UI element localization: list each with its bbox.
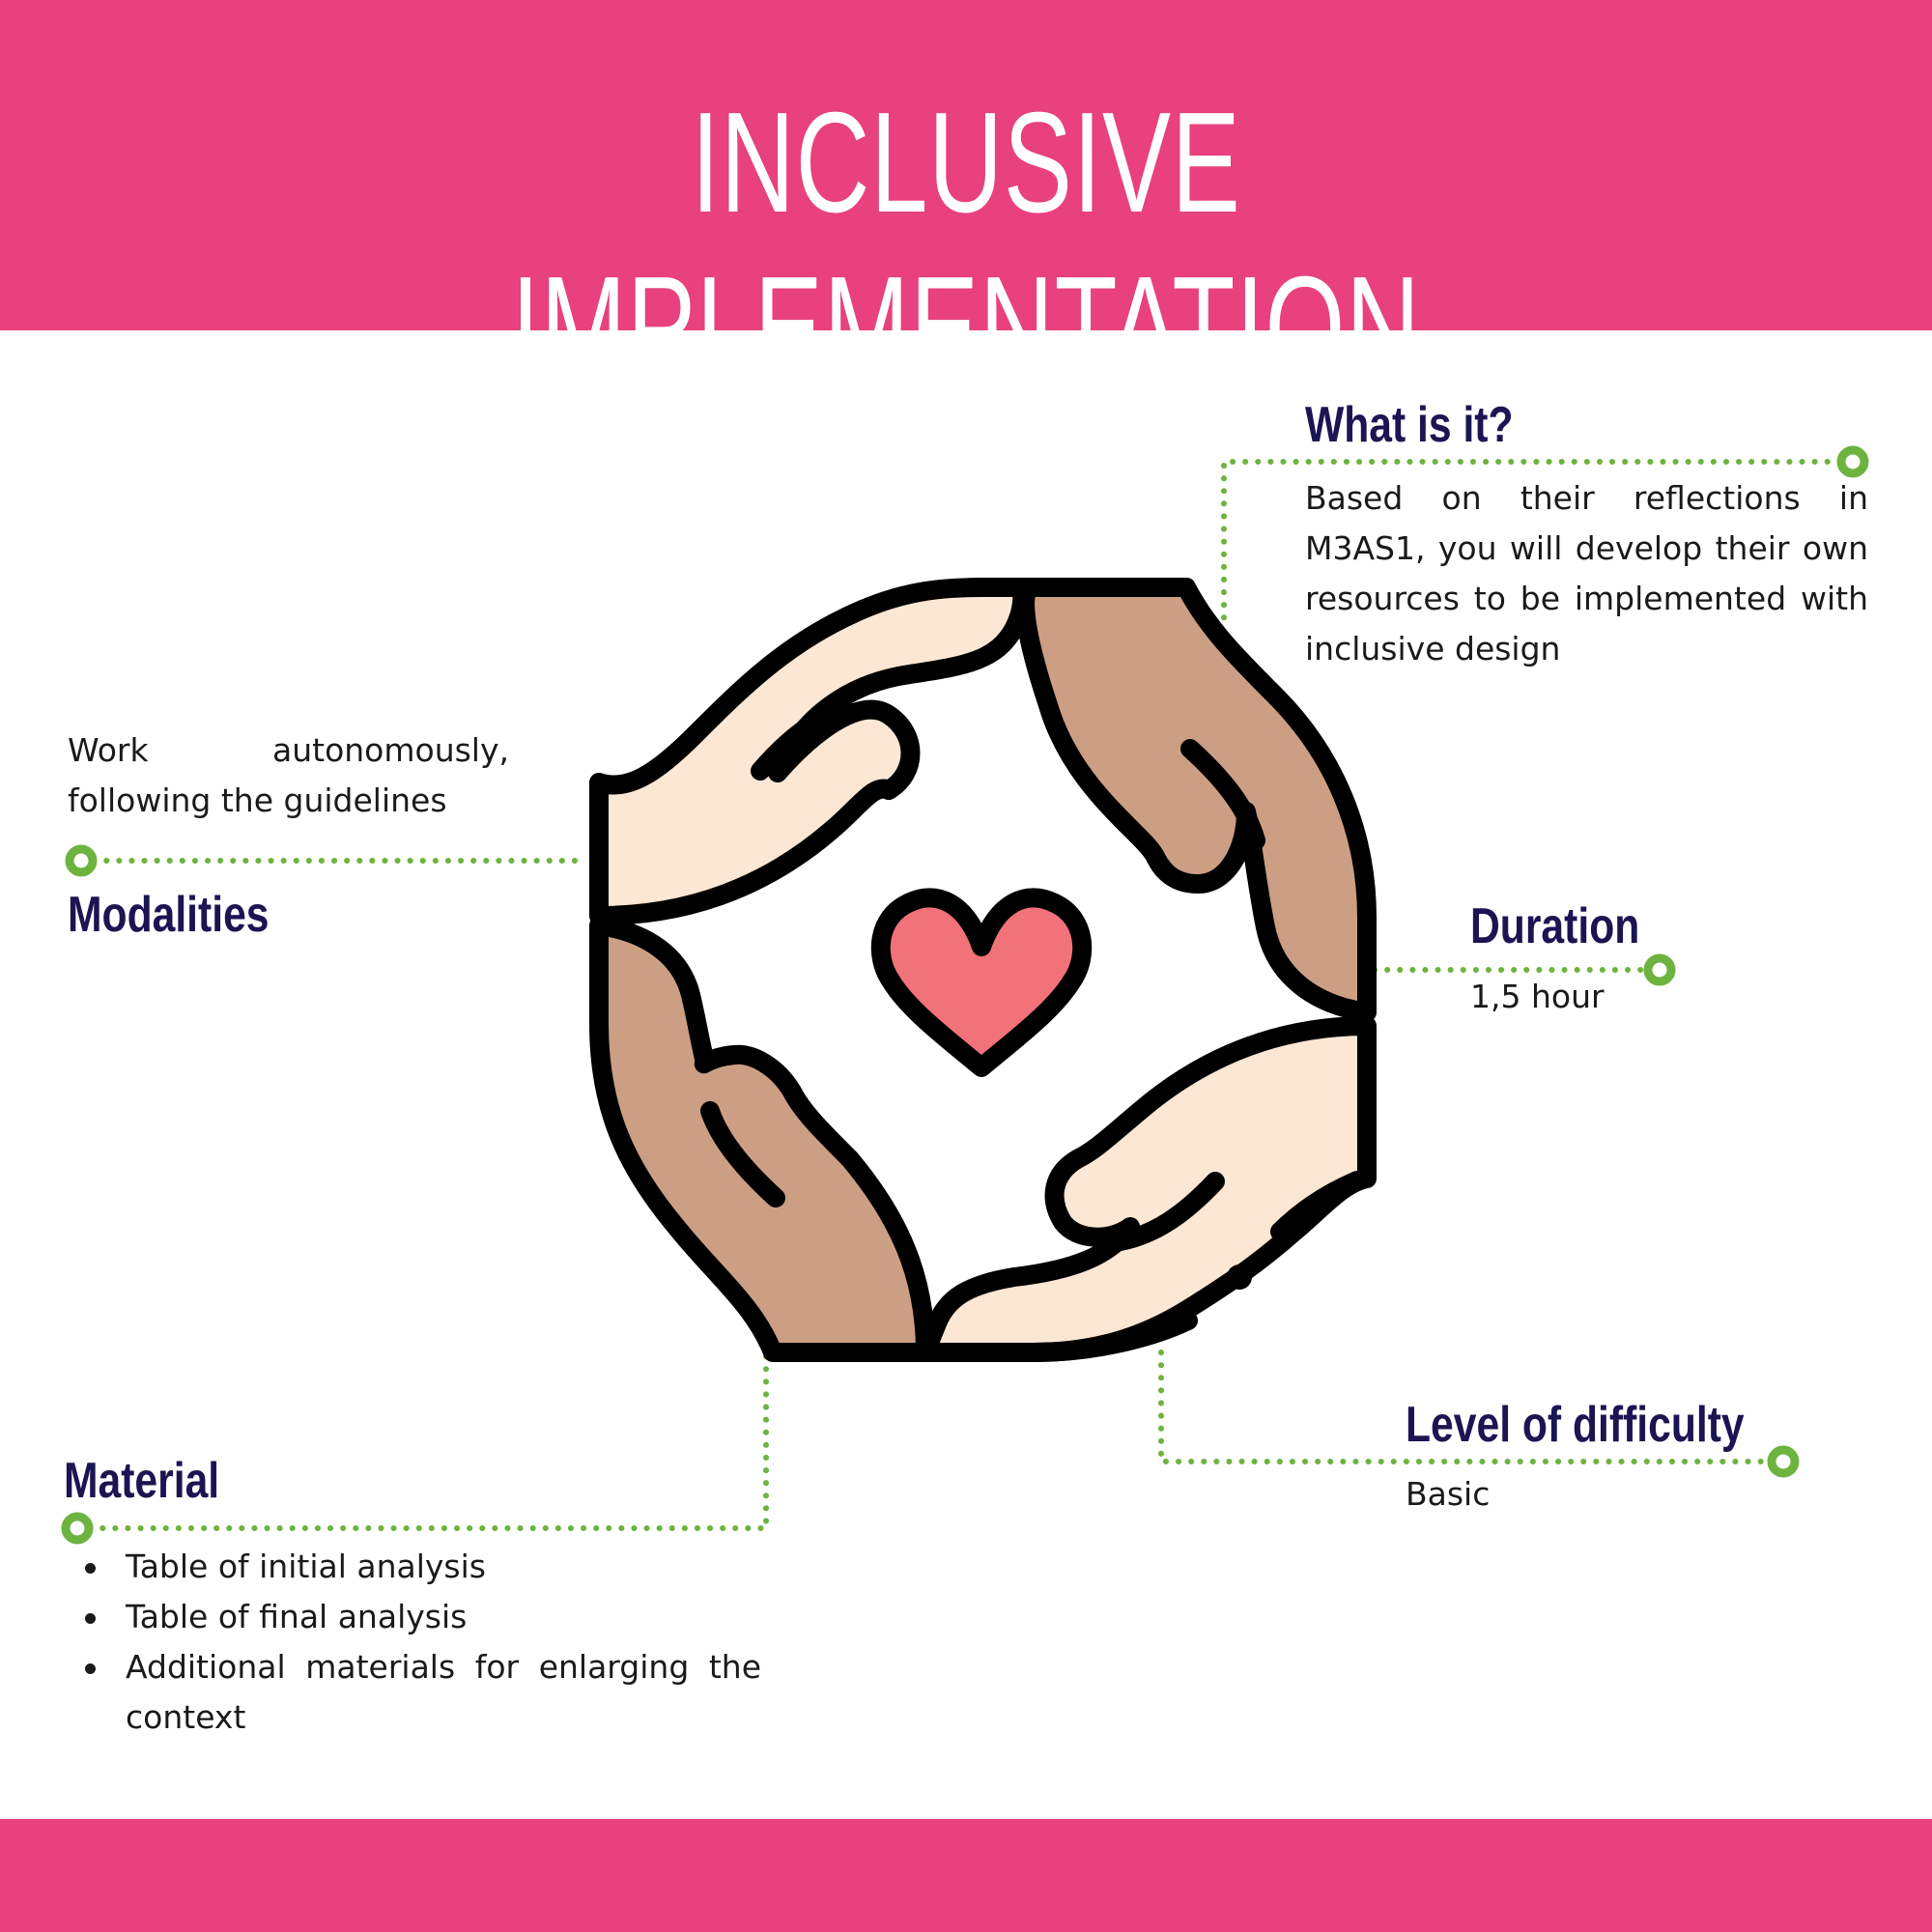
heart-icon bbox=[870, 888, 1093, 1077]
modalities-text: Work autonomously, following the guideli… bbox=[68, 731, 509, 819]
material-list: Table of initial analysis Table of final… bbox=[66, 1542, 761, 1743]
connector-difficulty bbox=[1158, 1350, 1786, 1464]
what-is-it-text: Based on their reflections in M3AS1, you… bbox=[1305, 479, 1868, 668]
duration-heading: Duration bbox=[1470, 898, 1640, 954]
hands-circle-heart-icon bbox=[589, 578, 1377, 1362]
hand-top-left bbox=[589, 578, 1196, 925]
connector-node-material bbox=[61, 1512, 94, 1545]
header-band bbox=[0, 0, 1932, 330]
material-item: Table of final analysis bbox=[66, 1592, 761, 1642]
connector-node-what-is-it bbox=[1836, 445, 1869, 478]
material-heading: Material bbox=[64, 1453, 220, 1509]
connector-node-duration bbox=[1643, 953, 1676, 986]
connector-node-difficulty bbox=[1767, 1445, 1800, 1478]
finger-line-1 bbox=[751, 700, 855, 781]
footer-band bbox=[0, 1819, 1932, 1932]
finger-line-4 bbox=[1111, 1172, 1225, 1251]
material-item: Additional materials for enlarging the c… bbox=[66, 1642, 761, 1743]
duration-text: 1,5 hour bbox=[1470, 978, 1605, 1015]
modalities-heading: Modalities bbox=[68, 887, 270, 943]
page-title: INCLUSIVE IMPLEMENTATION bbox=[511, 83, 1421, 407]
finger-line-3 bbox=[700, 1101, 785, 1208]
hand-bottom-left bbox=[589, 916, 935, 1362]
connector-node-modalities bbox=[65, 844, 98, 877]
difficulty-text: Basic bbox=[1406, 1475, 1491, 1513]
what-is-it-heading: What is it? bbox=[1305, 397, 1514, 453]
material-item: Table of initial analysis bbox=[66, 1542, 761, 1592]
finger-line-6 bbox=[1024, 1311, 1198, 1362]
outline-dot bbox=[1227, 1264, 1252, 1290]
finger-line-5 bbox=[1270, 1171, 1367, 1241]
connector-lines bbox=[74, 459, 1856, 1531]
connector-material bbox=[74, 1350, 769, 1531]
difficulty-heading: Level of difficulty bbox=[1406, 1397, 1745, 1453]
finger-line-2 bbox=[1180, 739, 1265, 850]
hand-bottom-right bbox=[916, 1016, 1377, 1362]
